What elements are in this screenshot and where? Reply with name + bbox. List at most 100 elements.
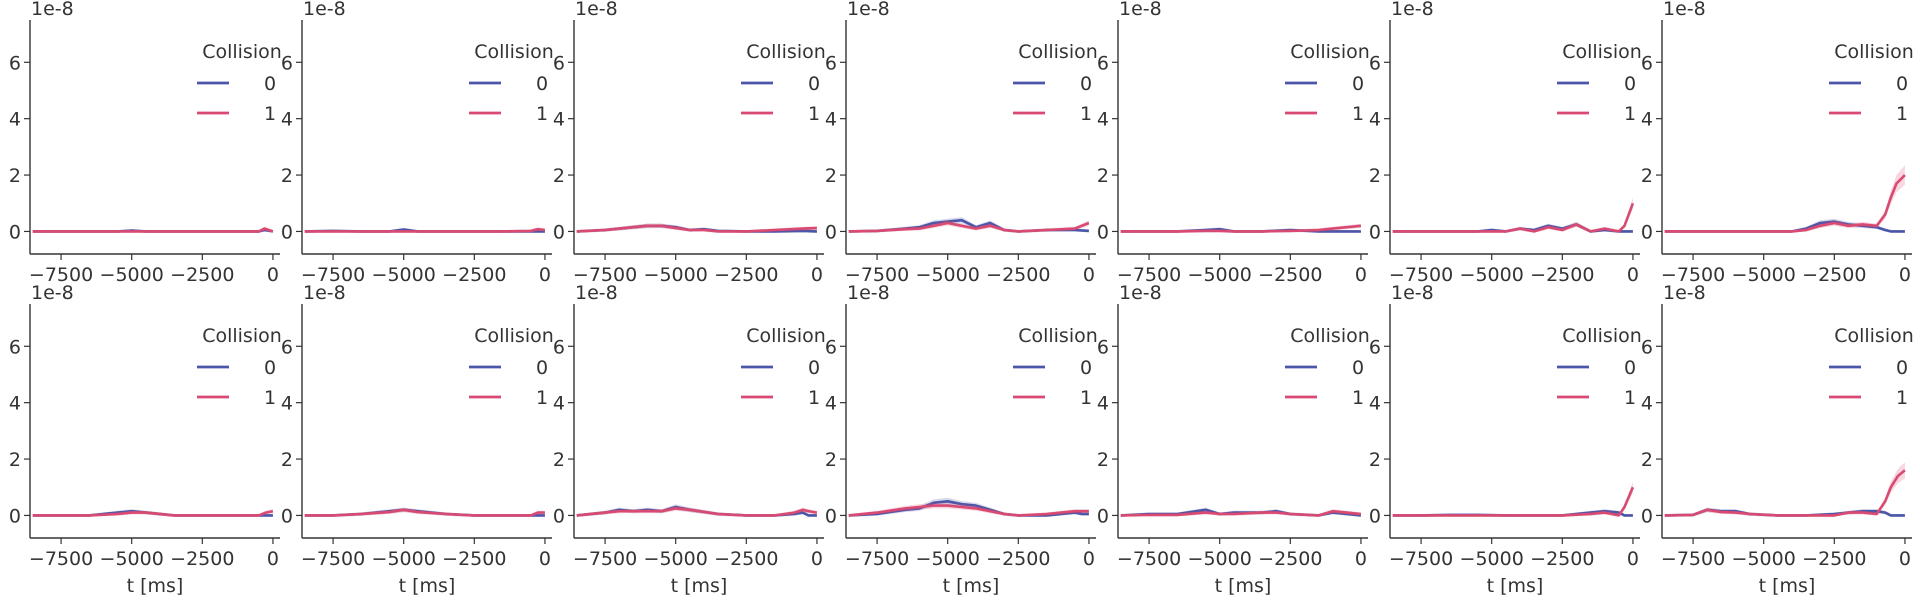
x-tick-label: −2500 (1258, 548, 1322, 570)
panel-r1-c2: 0 2 4 6 1e-8 −7500 −5000 −2500 0 Collision 0 1 (281, 0, 554, 286)
x-tick-label: −5000 (372, 264, 436, 286)
y-tick-label: 6 (553, 336, 565, 358)
series-1-line (1120, 509, 1362, 517)
legend-title: Collision (474, 41, 554, 63)
series-1-line (1392, 486, 1635, 517)
y-tick-label: 4 (825, 393, 837, 415)
y-tick-label: 6 (1097, 52, 1109, 74)
y-tick-label: 2 (1369, 165, 1381, 187)
y-tick-label: 2 (1369, 449, 1381, 471)
series-1-line (1120, 224, 1362, 233)
y-tick-label: 4 (1097, 393, 1109, 415)
series-1-line (304, 508, 545, 517)
panel-r1-c5: 0 2 4 6 1e-8 −7500 −5000 −2500 0 Collision 0 1 (1097, 0, 1370, 286)
legend-label: 0 (1624, 357, 1636, 379)
y-tick-label: 0 (1097, 505, 1109, 527)
panel-r1-c1: 0 2 4 6 1e-8 −7500 −5000 −2500 0 Collision 0 1 (9, 0, 282, 286)
y-offset-text: 1e-8 (31, 0, 74, 20)
y-tick-label: 2 (825, 165, 837, 187)
panel-r2-c3: 0 2 4 6 1e-8 −7500 −5000 −2500 0 t [ms] Collision 0… (553, 282, 826, 597)
x-tick-label: −2500 (1530, 264, 1594, 286)
series-1-line (304, 227, 546, 233)
y-tick-label: 4 (1641, 109, 1653, 131)
y-tick-label: 2 (1097, 449, 1109, 471)
legend-title: Collision (202, 325, 282, 347)
y-tick-label: 0 (281, 221, 293, 243)
x-tick-label: 0 (811, 264, 823, 286)
x-axis-label: t [ms] (1759, 575, 1816, 597)
y-tick-label: 4 (1369, 393, 1381, 415)
x-tick-label: −2500 (442, 548, 506, 570)
x-tick-label: 0 (1355, 548, 1367, 570)
x-tick-label: −5000 (644, 548, 708, 570)
x-tick-label: −7500 (573, 264, 637, 286)
x-tick-label: 0 (811, 548, 823, 570)
y-tick-label: 6 (553, 52, 565, 74)
x-tick-label: −7500 (1389, 264, 1453, 286)
y-tick-label: 6 (1641, 336, 1653, 358)
y-offset-text: 1e-8 (1391, 282, 1434, 304)
y-tick-label: 4 (825, 109, 837, 131)
panel-r1-c6: 0 2 4 6 1e-8 −7500 −5000 −2500 0 Collision 0 1 (1369, 0, 1642, 286)
y-tick-label: 2 (825, 449, 837, 471)
legend-label: 1 (1624, 387, 1636, 409)
panel-r2-c5: 0 2 4 6 1e-8 −7500 −5000 −2500 0 t [ms] Collision 0… (1097, 282, 1370, 597)
panel-r2-c2: 0 2 4 6 1e-8 −7500 −5000 −2500 0 t [ms] Collision 0… (281, 282, 554, 597)
x-tick-label: −5000 (1732, 548, 1796, 570)
legend-label: 0 (1352, 73, 1364, 95)
x-tick-label: −2500 (170, 264, 234, 286)
x-axis-label: t [ms] (127, 575, 184, 597)
y-offset-text: 1e-8 (1119, 0, 1162, 20)
x-tick-label: −7500 (573, 548, 637, 570)
legend-label: 0 (1624, 73, 1636, 95)
x-tick-label: −7500 (301, 548, 365, 570)
legend-title: Collision (1290, 41, 1370, 63)
x-tick-label: −7500 (301, 264, 365, 286)
series-0-band (1664, 218, 1905, 233)
legend-label: 0 (264, 73, 276, 95)
y-tick-label: 2 (553, 449, 565, 471)
y-tick-label: 2 (1097, 165, 1109, 187)
x-axis-label: t [ms] (399, 575, 456, 597)
legend-title: Collision (1562, 325, 1642, 347)
x-tick-label: 0 (539, 548, 551, 570)
legend-label: 1 (1624, 103, 1636, 125)
x-tick-label: −2500 (714, 548, 778, 570)
legend-label: 1 (536, 103, 548, 125)
legend-label: 1 (808, 387, 820, 409)
y-tick-label: 2 (281, 165, 293, 187)
y-tick-label: 4 (9, 109, 21, 131)
y-tick-label: 2 (1641, 449, 1653, 471)
y-tick-label: 0 (825, 505, 837, 527)
y-offset-text: 1e-8 (1663, 282, 1706, 304)
x-tick-label: −5000 (1188, 264, 1252, 286)
y-tick-label: 2 (281, 449, 293, 471)
x-axis-label: t [ms] (1215, 575, 1272, 597)
y-tick-label: 4 (1369, 109, 1381, 131)
series-1-band (1392, 197, 1633, 233)
legend-title: Collision (746, 325, 826, 347)
x-tick-label: −2500 (442, 264, 506, 286)
x-axis-label: t [ms] (1487, 575, 1544, 597)
x-tick-label: −5000 (644, 264, 708, 286)
series-1-line (32, 227, 274, 233)
x-tick-label: 0 (1083, 548, 1095, 570)
legend-label: 0 (808, 73, 820, 95)
series-1-line (848, 221, 1090, 233)
x-axis-label: t [ms] (943, 575, 1000, 597)
y-tick-label: 0 (553, 221, 565, 243)
series-1-line (1664, 469, 1906, 517)
legend-label: 1 (536, 387, 548, 409)
x-tick-label: −2500 (1802, 548, 1866, 570)
x-tick-label: −2500 (1258, 264, 1322, 286)
legend-label: 0 (1896, 357, 1908, 379)
legend-label: 0 (1080, 73, 1092, 95)
x-tick-label: −2500 (714, 264, 778, 286)
x-tick-label: 0 (1627, 548, 1639, 570)
y-tick-label: 6 (825, 52, 837, 74)
y-tick-label: 6 (281, 52, 293, 74)
y-tick-label: 4 (553, 109, 565, 131)
legend-title: Collision (746, 41, 826, 63)
y-offset-text: 1e-8 (847, 282, 890, 304)
